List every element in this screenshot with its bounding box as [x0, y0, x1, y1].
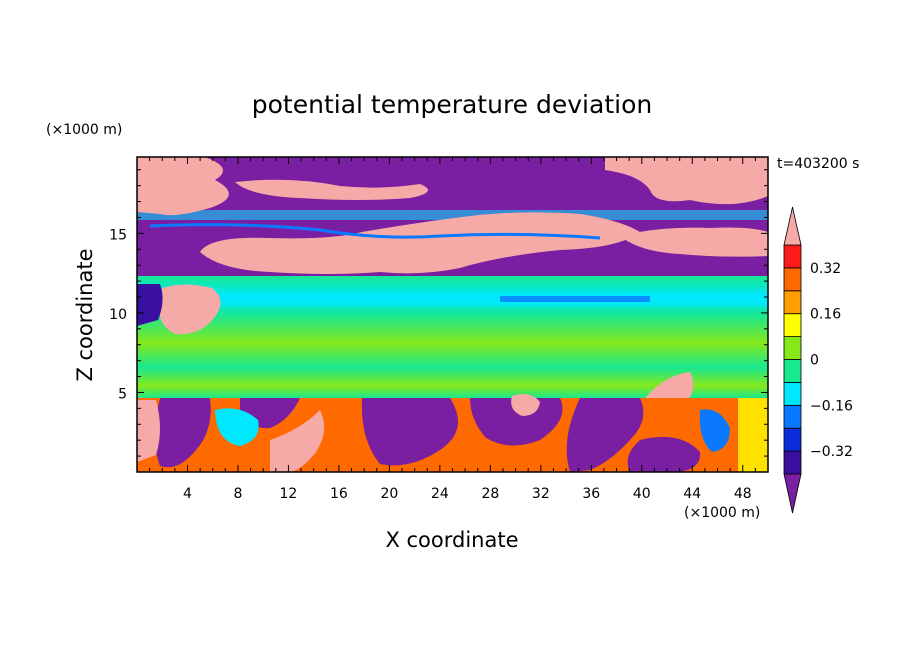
colorbar-bin: [783, 244, 802, 269]
cold-patch-left-mid: [137, 284, 163, 326]
cool-cell-2: [699, 409, 730, 452]
colorbar-bin: [783, 267, 802, 292]
y-axis-unit: (×1000 m): [46, 122, 122, 138]
x-tick-label: 36: [582, 486, 600, 502]
x-axis-label: X coordinate: [385, 528, 518, 552]
colorbar-label: 0.16: [810, 307, 841, 323]
colorbar-bin: [783, 404, 802, 429]
colorbar-top-extension: [783, 206, 802, 246]
x-tick-label: 28: [481, 486, 499, 502]
warm-patch-upper-right: [605, 157, 768, 205]
time-label: t=403200 s: [777, 156, 859, 172]
cold-cell-5: [566, 398, 644, 472]
x-axis-unit: (×1000 m): [684, 505, 760, 521]
x-tick-label: 4: [183, 486, 192, 502]
warm-patch-center: [200, 212, 640, 274]
x-tick-label: 8: [233, 486, 242, 502]
cold-cell-3: [361, 398, 458, 466]
warm-patch-right-band: [620, 227, 768, 257]
yellow-stripes: [738, 398, 768, 472]
y-tick-label: 10: [109, 307, 127, 323]
warm-cell-1: [270, 410, 325, 472]
y-axis-label: Z coordinate: [73, 248, 97, 381]
cold-cell-6: [627, 436, 701, 472]
x-tick-label: 44: [683, 486, 701, 502]
middle-blue-streak: [500, 296, 650, 302]
warm-patch-top-center: [235, 179, 428, 200]
colorbar-label: 0.32: [810, 261, 841, 277]
colorbar-label: −0.32: [810, 444, 853, 460]
colorbar-bin: [783, 450, 802, 475]
colorbar-bin: [783, 336, 802, 360]
x-tick-label: 12: [280, 486, 298, 502]
chart-title: potential temperature deviation: [252, 90, 652, 119]
warm-cell-2: [137, 400, 160, 462]
colorbar-bin: [783, 290, 802, 315]
warm-patch-left-mid: [158, 284, 221, 335]
contour-field: [137, 157, 768, 472]
colorbar-label: −0.16: [810, 398, 853, 414]
x-tick-label: 40: [633, 486, 651, 502]
warm-cell-3: [511, 394, 540, 416]
x-tick-label: 24: [431, 486, 449, 502]
colorbar: 0.32 0.16 0 −0.16 −0.32: [783, 206, 853, 514]
colorbar-bottom-extension: [783, 473, 802, 514]
y-tick-label: 5: [118, 386, 127, 402]
colorbar-bin: [783, 427, 802, 452]
colorbar-bin: [783, 359, 802, 383]
cool-streak-upper: [149, 223, 601, 240]
y-axis: 5 10 15: [109, 169, 768, 457]
colorbar-label: 0: [810, 353, 819, 369]
colorbar-bin: [783, 381, 802, 406]
x-tick-label: 20: [380, 486, 398, 502]
warm-patch-upper-left: [137, 157, 229, 216]
x-tick-label: 16: [330, 486, 348, 502]
x-tick-label: 48: [734, 486, 752, 502]
x-tick-label: 32: [532, 486, 550, 502]
middle-cyan-band: [137, 292, 768, 306]
y-tick-label: 15: [109, 227, 127, 243]
x-axis: 4 8 12 16 20 24 28 32 36 40 44 48: [149, 157, 756, 502]
cold-cell-4: [470, 398, 563, 446]
cold-cell-1: [155, 398, 211, 468]
colorbar-bin: [783, 313, 802, 338]
upper-layer-cyan-band: [137, 210, 768, 220]
cool-cell-1: [215, 408, 259, 446]
